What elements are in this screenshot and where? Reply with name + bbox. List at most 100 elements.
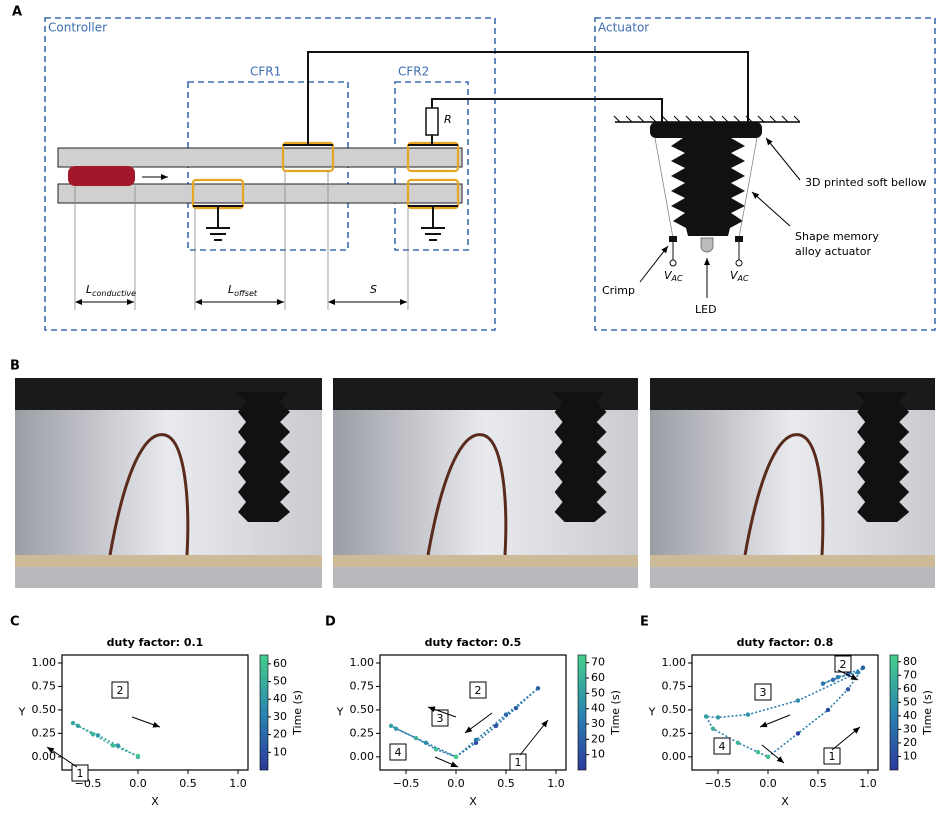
y-tick-label: 0.00	[32, 750, 57, 763]
trajectory-point	[91, 732, 95, 736]
colorbar	[890, 655, 898, 770]
trajectory-point	[71, 721, 75, 725]
colorbar-tick-label: 70	[591, 656, 605, 669]
y-tick-label: 0.75	[350, 679, 375, 692]
y-tick-label: 0.50	[32, 703, 57, 716]
colorbar-tick-label: 30	[591, 717, 605, 730]
colorbar-tick-label: 60	[903, 682, 917, 695]
x-tick-label: 1.0	[859, 777, 877, 790]
trajectory-point	[394, 726, 398, 730]
voltage-label: VAC	[730, 269, 749, 283]
colorbar-tick-label: 20	[903, 736, 917, 749]
annotation-arrow	[832, 727, 860, 750]
y-tick-label: 0.25	[662, 726, 687, 739]
photos	[15, 378, 935, 588]
trajectory-point	[494, 724, 498, 728]
voltage-label: VAC	[664, 269, 683, 283]
dimension-label: Lconductive	[86, 283, 136, 298]
annotation: 3	[760, 686, 767, 699]
y-tick-label: 1.00	[32, 656, 57, 669]
rail	[58, 148, 462, 167]
panel-label: C	[10, 615, 20, 630]
x-tick-label: 0.5	[179, 777, 197, 790]
annotation: 2	[117, 684, 124, 697]
trajectory-point	[756, 750, 760, 754]
y-tick-label: 1.00	[350, 656, 375, 669]
trajectory-point	[796, 698, 800, 702]
y-axis-label: Y	[648, 706, 656, 719]
cfr1-label: CFR1	[250, 65, 281, 79]
annotation-arrow	[760, 715, 790, 727]
trajectory-point	[474, 738, 478, 742]
x-tick-label: 1.0	[547, 777, 565, 790]
y-tick-label: 0.00	[350, 750, 375, 763]
sma-label: alloy actuator	[795, 245, 871, 258]
colorbar-tick-label: 30	[273, 710, 287, 723]
colorbar-label: Time (s)	[291, 690, 304, 736]
trajectory-point	[846, 687, 850, 691]
trajectory-point	[536, 686, 540, 690]
crimp-label: Crimp	[602, 284, 635, 297]
y-tick-label: 0.50	[350, 703, 375, 716]
y-tick-label: 0.75	[32, 679, 57, 692]
x-tick-label: 0.0	[129, 777, 147, 790]
trajectory	[73, 723, 138, 757]
figure: A Controller CFR1 CFR2 Actuator R Lcondu…	[0, 0, 948, 836]
sma-label: Shape memory	[795, 230, 879, 243]
colorbar-tick-label: 40	[273, 692, 287, 705]
colorbar	[260, 655, 268, 770]
actuator-box	[595, 18, 935, 330]
y-tick-label: 0.75	[662, 679, 687, 692]
annotation: 1	[515, 756, 522, 769]
y-tick-label: 0.50	[662, 703, 687, 716]
conductive-element	[68, 166, 135, 186]
trajectory-point	[136, 754, 140, 758]
bellow-cap	[650, 122, 762, 138]
dimension-sub: offset	[234, 289, 258, 298]
y-tick-label: 0.25	[350, 726, 375, 739]
trajectory	[391, 688, 538, 757]
colorbar	[578, 655, 586, 770]
annotation-arrow	[520, 720, 548, 755]
annotation-arrow	[762, 745, 784, 763]
trajectory-point	[711, 726, 715, 730]
colorbar-label: Time (s)	[609, 690, 622, 736]
trajectory-point	[766, 755, 770, 759]
x-tick-label: −0.5	[705, 777, 732, 790]
colorbar-tick-label: 10	[903, 749, 917, 762]
rail	[58, 184, 462, 203]
trajectory-point	[414, 736, 418, 740]
annotation: 3	[437, 712, 444, 725]
colorbar-tick-label: 20	[591, 732, 605, 745]
trajectory-point	[96, 733, 100, 737]
colorbar-tick-label: 60	[273, 657, 287, 670]
led-label: LED	[695, 303, 717, 316]
trajectory-point	[434, 747, 438, 751]
trajectory-point	[116, 743, 120, 747]
cfr2-label: CFR2	[398, 65, 429, 79]
annotation: 2	[840, 658, 847, 671]
annotation: 2	[475, 684, 482, 697]
x-tick-label: −0.5	[393, 777, 420, 790]
trajectory-point	[831, 678, 835, 682]
colorbar-tick-label: 80	[903, 655, 917, 668]
annotation-arrow	[132, 717, 160, 727]
crimp	[735, 236, 743, 242]
colorbar-tick-label: 30	[903, 722, 917, 735]
annotation: 4	[719, 740, 726, 753]
x-axis-label: X	[469, 795, 477, 808]
annotation: 1	[829, 750, 836, 763]
trajectory-point	[514, 706, 518, 710]
trajectory-point	[796, 731, 800, 735]
colorbar-tick-label: 50	[591, 686, 605, 699]
trajectory-point	[454, 755, 458, 759]
annotation: 4	[395, 746, 402, 759]
trajectory-point	[76, 724, 80, 728]
bellow	[671, 138, 745, 236]
photo-base	[650, 567, 935, 588]
colorbar-tick-label: 70	[903, 668, 917, 681]
colorbar-tick-label: 40	[591, 702, 605, 715]
photo-branch	[333, 555, 638, 567]
photo-branch	[15, 555, 322, 567]
colorbar-tick-label: 50	[903, 695, 917, 708]
